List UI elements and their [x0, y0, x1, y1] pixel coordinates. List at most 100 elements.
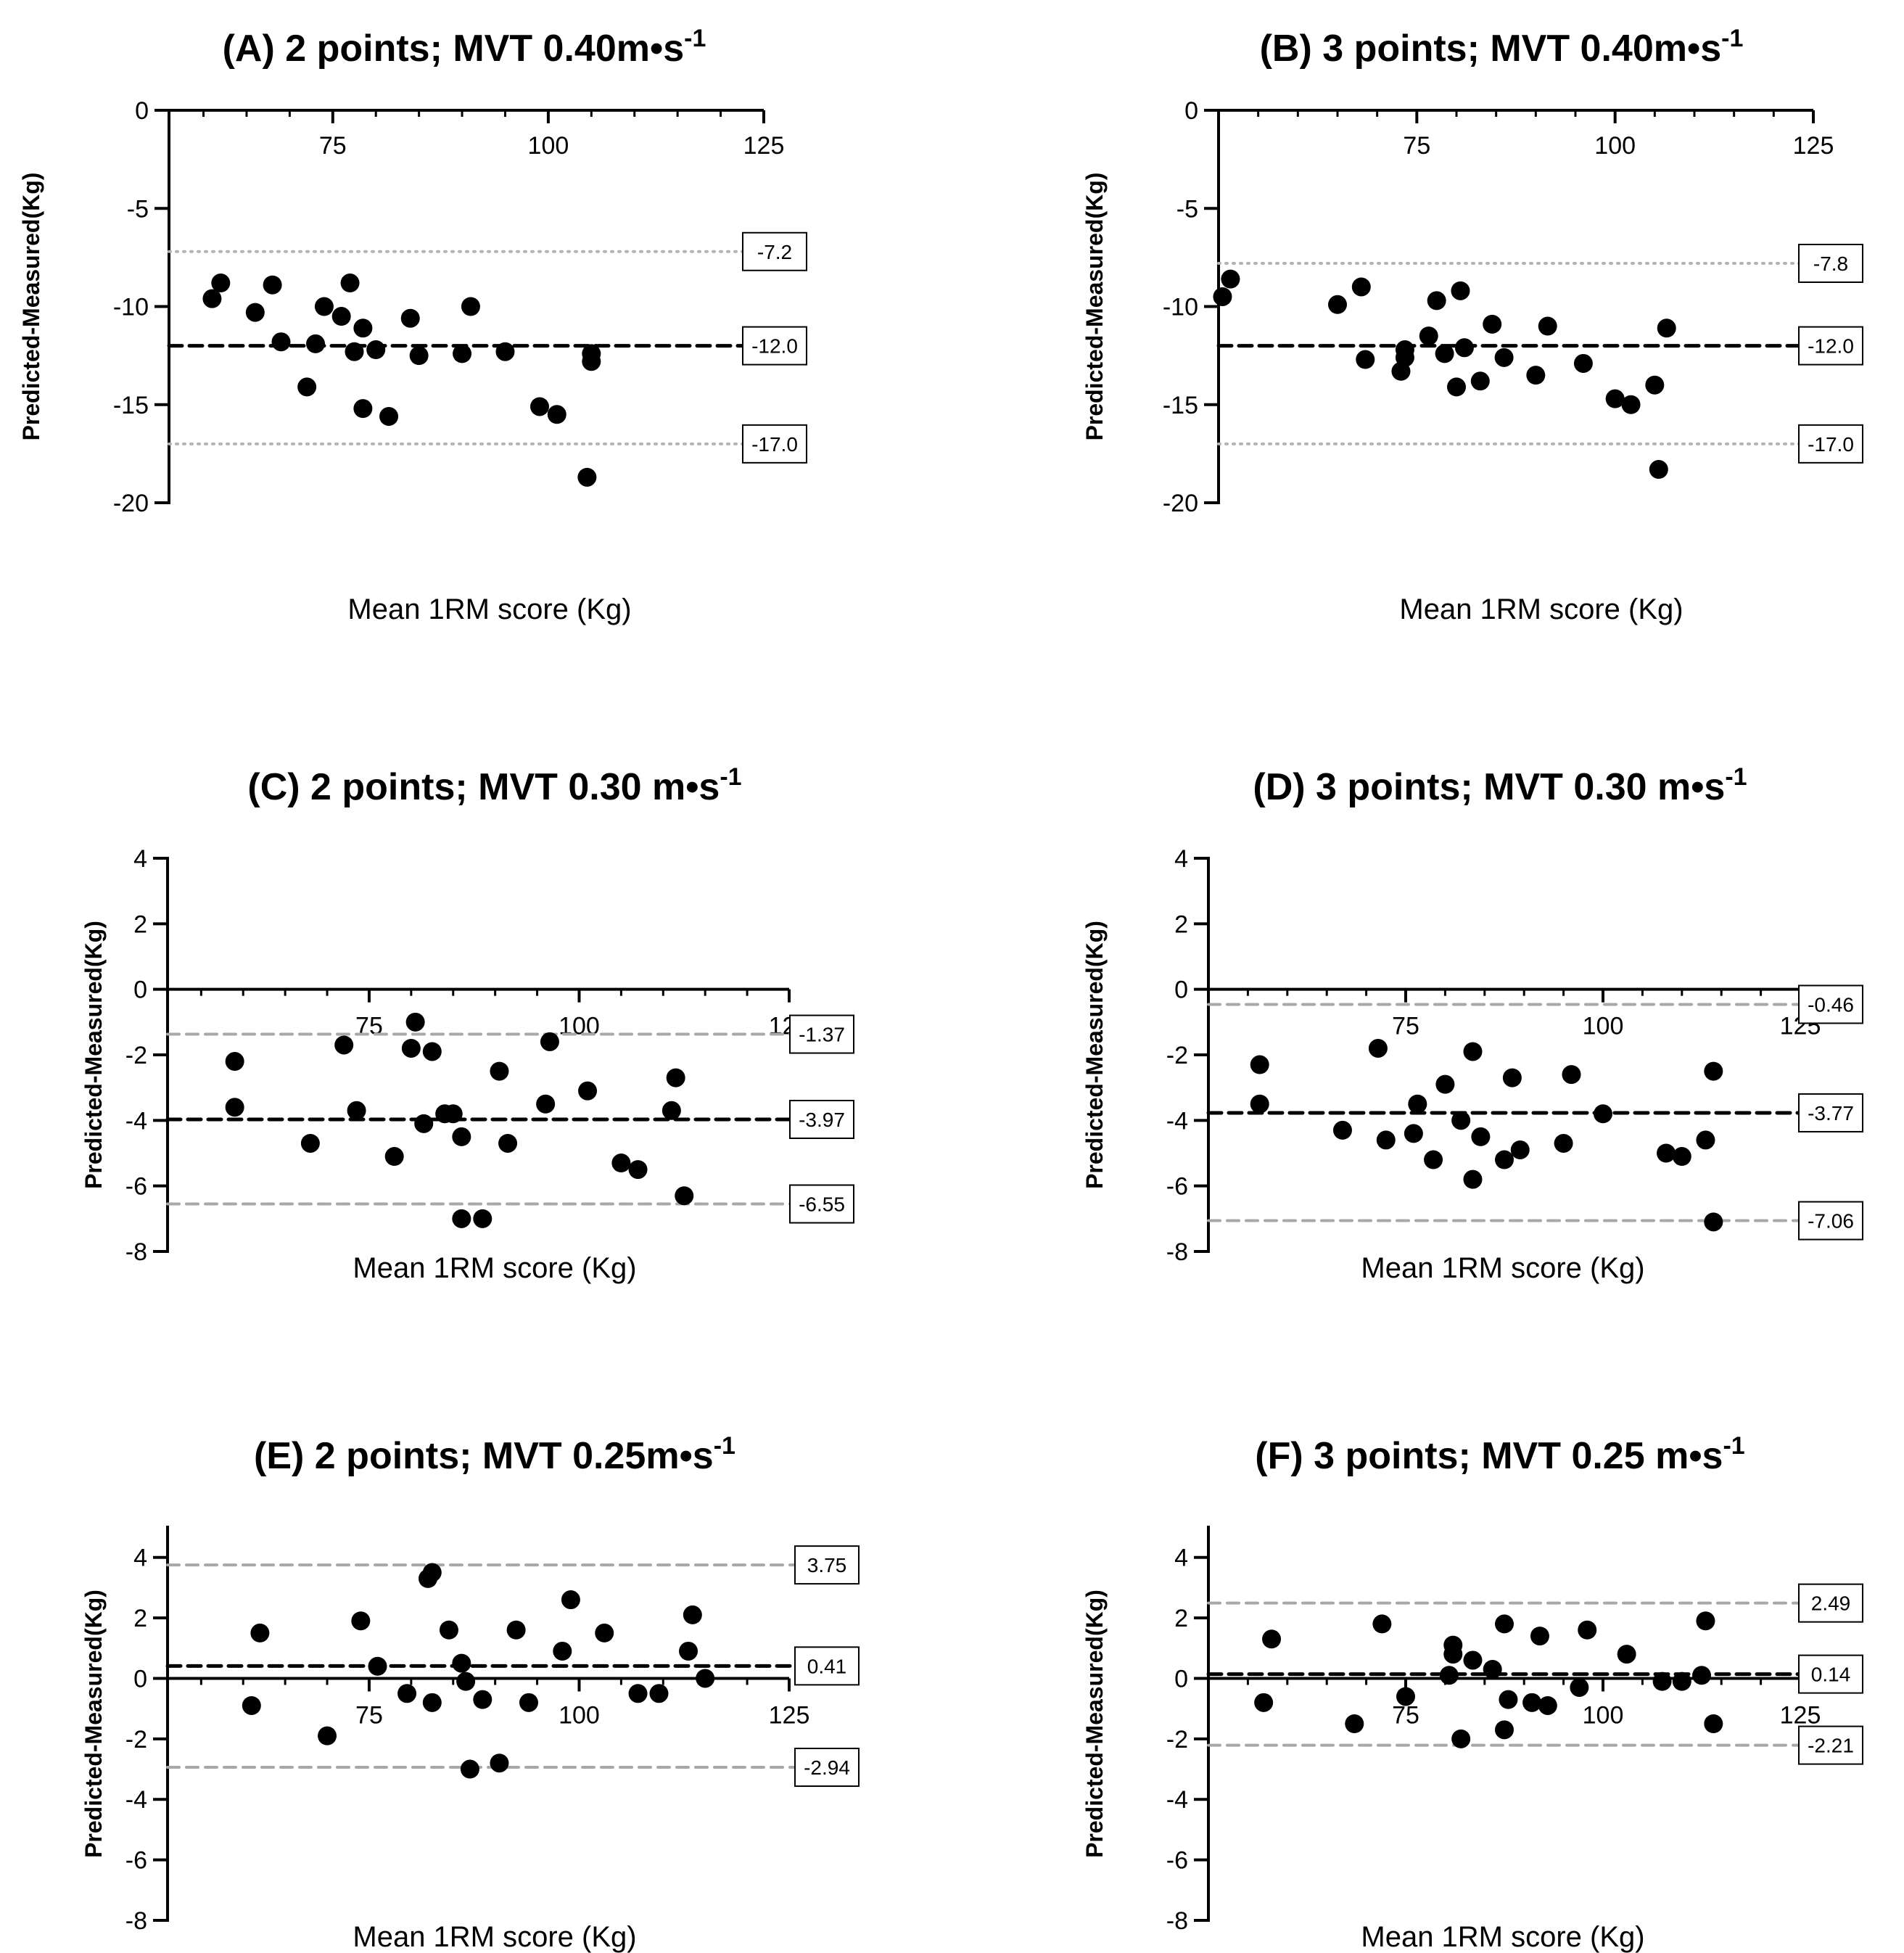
panel-f-upper-loa-box: [1798, 1583, 1863, 1623]
panel-b-lower-loa-box: [1798, 424, 1863, 464]
panel-f-data-point: [1463, 1650, 1483, 1670]
panel-a-data-point: [409, 346, 429, 366]
panel-b-data-point: [1419, 326, 1438, 346]
panel-b-data-point: [1395, 348, 1414, 367]
panel-c-title-superscript: -1: [720, 763, 741, 791]
panel-c-title: (C) 2 points; MVT 0.30 m•s-1: [247, 763, 741, 808]
panel-f-title-superscript: -1: [1723, 1432, 1744, 1460]
panel-d-lower-loa-box: [1798, 1201, 1863, 1241]
panel-a-upper-loa-box: [742, 231, 807, 271]
panel-f-data-point: [1443, 1645, 1463, 1664]
panel-c-data-point: [611, 1154, 631, 1173]
panel-e-y-tick-label: 2: [133, 1605, 147, 1632]
panel-c-data-point: [443, 1104, 463, 1124]
panel-f-x-tick-label: 75: [1392, 1701, 1419, 1729]
panel-c-data-point: [300, 1133, 320, 1153]
panel-f-upper-loa-label: 2.49: [1811, 1592, 1851, 1615]
panel-e-data-point: [397, 1684, 417, 1703]
panel-b-data-point: [1483, 314, 1502, 334]
panel-a-data-point: [314, 297, 334, 316]
panel-e-lower-loa-box: [794, 1748, 860, 1788]
panel-e-data-point: [439, 1620, 458, 1640]
panel-b-data-point: [1494, 348, 1514, 367]
panel-a-data-point: [353, 399, 373, 419]
panel-d-data-point: [1471, 1127, 1491, 1146]
panel-e-y-label: Predicted-Measured(Kg): [81, 1590, 107, 1858]
panel-a: (A) 2 points; MVT 0.40m•s-1 0 -5 -10 -15 -20 7…: [18, 25, 807, 625]
panel-e-upper-loa-label: 3.75: [807, 1554, 847, 1576]
panel-c-y-tick-label: -2: [125, 1042, 147, 1069]
panel-a-title-superscript: -1: [684, 25, 706, 52]
panel-a-data-point: [263, 275, 282, 295]
panel-c-x-label: Mean 1RM score (Kg): [353, 1252, 636, 1284]
panel-d-mean-bias-box: [1798, 1093, 1863, 1132]
panel-f-data-point: [1483, 1659, 1502, 1679]
panel-d-data-point: [1495, 1150, 1514, 1169]
panel-e-y-tick-label: -6: [125, 1847, 147, 1875]
panel-e-y-tick-label: -2: [125, 1726, 147, 1753]
panel-c-data-point: [422, 1042, 442, 1061]
panel-a-upper-loa-label: -7.2: [757, 241, 792, 263]
panel-f-data-point: [1570, 1677, 1589, 1697]
panel-f-y-tick-label: -4: [1166, 1786, 1188, 1814]
panel-f-y-tick-label: -8: [1166, 1907, 1188, 1935]
panel-d-y-tick-label: 0: [1174, 976, 1188, 1004]
panel-e-data-point: [368, 1656, 387, 1676]
panel-b-data-point: [1451, 281, 1470, 300]
panel-a-data-point: [245, 303, 265, 322]
panel-a-title: (A) 2 points; MVT 0.40m•s-1: [223, 25, 706, 70]
panel-f-data-point: [1495, 1720, 1514, 1740]
panel-c-data-point: [578, 1081, 598, 1101]
panel-f-y-tick-label: 0: [1174, 1665, 1188, 1693]
panel-f-data-point: [1696, 1611, 1715, 1631]
panel-b-y-tick-label: -20: [1163, 490, 1198, 517]
panel-e-x-label: Mean 1RM score (Kg): [353, 1921, 636, 1953]
panel-b-mean-bias-label: -12.0: [1808, 335, 1854, 358]
panel-f-data-point: [1617, 1645, 1636, 1664]
panel-a-data-point: [530, 397, 550, 416]
panel-d-data-point: [1408, 1094, 1427, 1114]
panel-d-x-label: Mean 1RM score (Kg): [1361, 1252, 1644, 1284]
panel-f-data-point: [1254, 1693, 1274, 1712]
panel-f-data-point: [1345, 1714, 1364, 1733]
panel-d-y-label: Predicted-Measured(Kg): [1081, 921, 1108, 1189]
panel-d-mean-bias-label: -3.77: [1808, 1102, 1854, 1124]
panel-a-x-tick-label: 125: [743, 132, 785, 160]
panel-d-data-point: [1376, 1130, 1396, 1150]
panel-e-mean-bias-box: [794, 1646, 860, 1686]
panel-c-data-point: [498, 1133, 518, 1153]
panel-e-y-tick-label: -4: [125, 1786, 147, 1814]
panel-b-y-tick-label: -5: [1176, 195, 1198, 223]
panel-c-data-point: [414, 1114, 434, 1133]
panel-d-data-point: [1510, 1140, 1530, 1159]
panel-f-data-point: [1451, 1729, 1471, 1748]
panel-e-y-tick-label: -8: [125, 1907, 147, 1935]
panel-c-data-point: [536, 1094, 556, 1114]
panel-e-lower-loa-label: -2.94: [804, 1756, 850, 1779]
panel-a-data-point: [547, 405, 566, 424]
panel-e-data-point: [318, 1726, 337, 1746]
panel-f-title: (F) 3 points; MVT 0.25 m•s-1: [1255, 1432, 1744, 1477]
panel-f-y-tick-label: -6: [1166, 1847, 1188, 1875]
panel-f-y-tick-label: -2: [1166, 1726, 1188, 1753]
panel-b-data-point: [1435, 344, 1454, 363]
panel-e-data-point: [490, 1753, 509, 1773]
panel-f-data-point: [1692, 1666, 1711, 1685]
panel-b-data-point: [1427, 291, 1446, 311]
panel-b-data-point: [1356, 350, 1375, 369]
panel-e-data-point: [242, 1695, 261, 1715]
panel-f-data-point: [1439, 1666, 1459, 1685]
panel-d-title-superscript: -1: [1725, 763, 1747, 791]
panel-f-data-point: [1538, 1695, 1557, 1715]
panel-e-data-point: [250, 1623, 270, 1642]
panel-b-x-tick-label: 125: [1793, 132, 1834, 160]
panel-a-lower-loa-box: [742, 424, 807, 464]
panel-b-y-tick-label: -10: [1163, 294, 1198, 321]
panel-c-data-point: [540, 1032, 559, 1051]
panel-d-data-point: [1672, 1147, 1691, 1167]
panel-b: (B) 3 points; MVT 0.40m•s-1 0 -5 -10 -15 -20 7…: [1081, 25, 1863, 625]
panel-a-data-point: [297, 377, 317, 397]
panel-f-data-point: [1530, 1627, 1549, 1646]
panel-f-x-label: Mean 1RM score (Kg): [1361, 1921, 1644, 1953]
panel-d-y-tick-label: -2: [1166, 1042, 1188, 1069]
